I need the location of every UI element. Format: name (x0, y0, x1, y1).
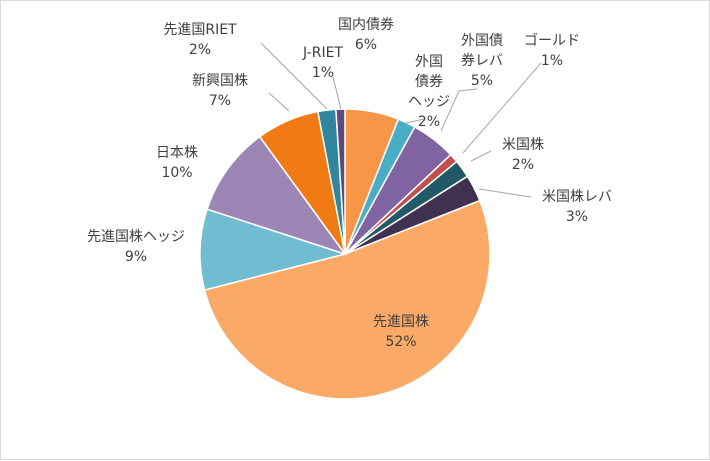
leader-line (268, 92, 290, 112)
leader-line (470, 150, 492, 162)
data-label: 外国債券ヘッジ 2% (408, 54, 450, 130)
pie-slice (335, 108, 346, 255)
data-label: 先進国RIET 2% (163, 22, 237, 58)
leader-line (478, 188, 532, 198)
data-label: 米国株レバ 3% (542, 189, 612, 225)
data-label: 米国株 2% (502, 137, 544, 173)
data-labels: 国内債券 6% 外国債券ヘッジ 2% 外国債券レバ 5% ゴールド 1% 米国株 2% 米国株レバ 3… (87, 17, 612, 350)
leader-line (332, 76, 342, 110)
data-label: ゴールド 1% (524, 32, 580, 69)
pie-slices (199, 108, 491, 400)
data-label: 先進国株 52% (373, 314, 429, 350)
leader-line (462, 62, 542, 154)
data-label: 先進国株ヘッジ 9% (87, 229, 185, 265)
data-label: 外国債券レバ 5% (461, 33, 503, 89)
leader-line (405, 118, 425, 124)
leader-line (260, 42, 328, 110)
pie-slice (199, 208, 348, 291)
pie-slice (206, 135, 347, 256)
leader-line (440, 88, 478, 132)
data-label: 国内債券 6% (338, 17, 394, 53)
data-label: J-RIET 1% (302, 45, 343, 81)
leader-lines (260, 42, 542, 198)
pie-slice (203, 199, 491, 400)
data-label: 新興国株 7% (192, 73, 248, 109)
data-label: 日本株 10% (156, 145, 198, 181)
